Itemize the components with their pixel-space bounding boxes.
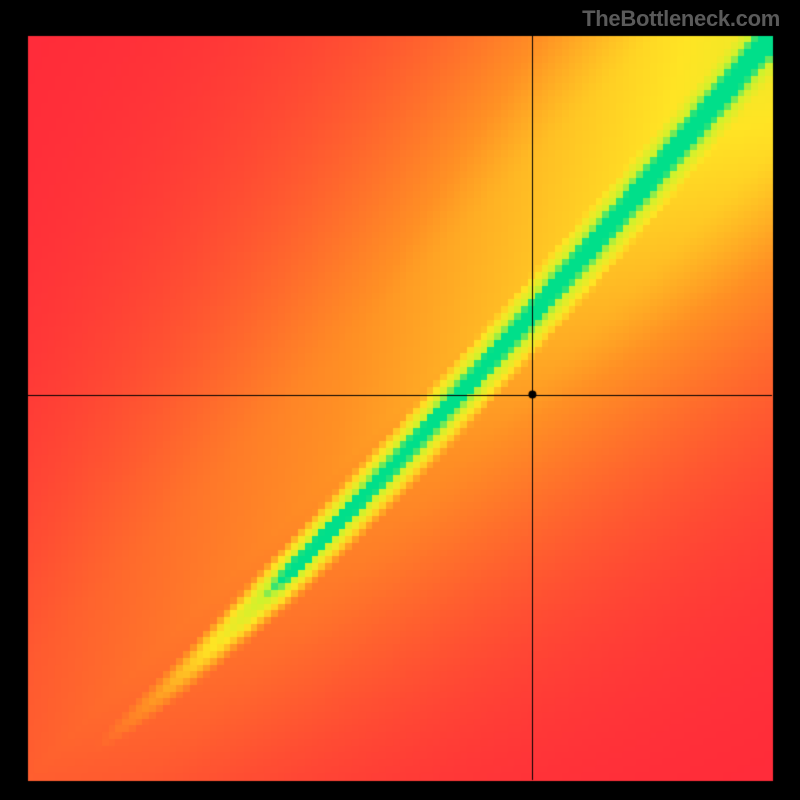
watermark-label: TheBottleneck.com (582, 6, 780, 32)
bottleneck-heatmap (0, 0, 800, 800)
chart-container: TheBottleneck.com (0, 0, 800, 800)
